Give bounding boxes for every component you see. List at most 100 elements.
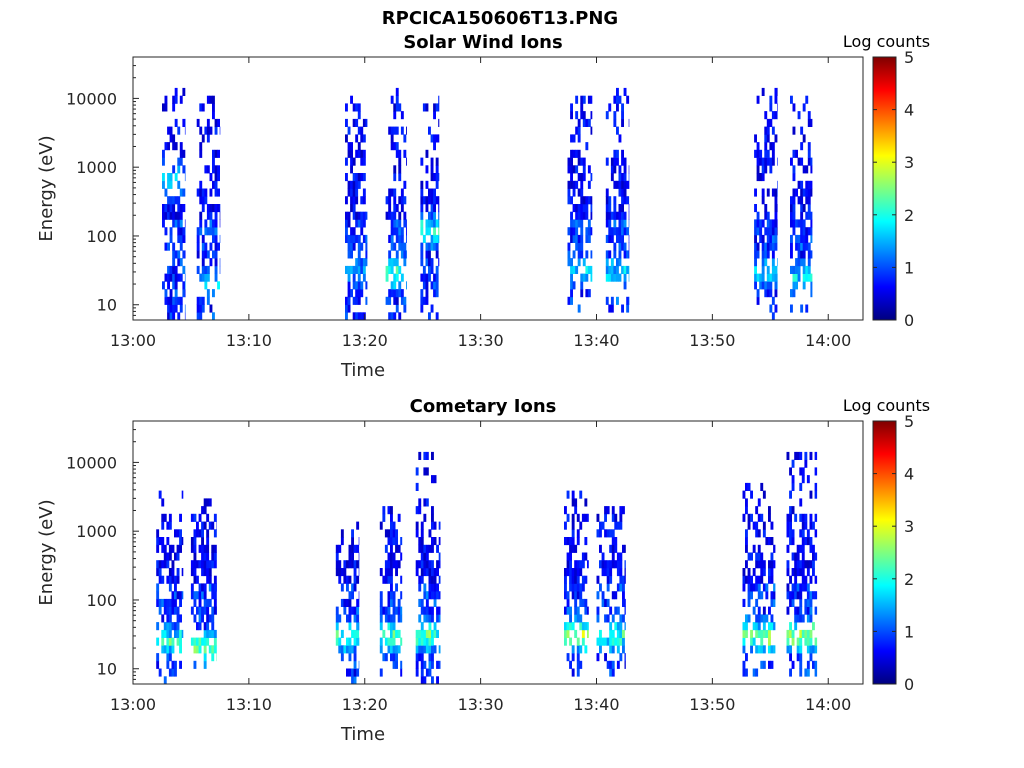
heatmap-cell: [769, 281, 773, 290]
heatmap-cell: [582, 95, 586, 104]
heatmap-cell: [606, 614, 610, 623]
heatmap-cell: [352, 118, 356, 127]
heatmap-cell: [208, 575, 212, 584]
heatmap-cell: [397, 614, 401, 623]
heatmap-cell: [774, 95, 778, 104]
heatmap-cell: [812, 521, 815, 530]
heatmap-cell: [621, 227, 624, 236]
heatmap-cell: [346, 598, 349, 607]
heatmap-cell: [604, 598, 607, 607]
heatmap-cell: [777, 111, 778, 120]
heatmap-cell: [582, 173, 586, 182]
heatmap-cell: [764, 242, 768, 251]
heatmap-cell: [609, 575, 613, 584]
heatmap-cell: [761, 157, 765, 166]
heatmap-cell: [206, 498, 210, 507]
heatmap-cell: [400, 614, 403, 623]
heatmap-cell: [209, 211, 213, 220]
heatmap-cell: [392, 591, 396, 600]
heatmap-cell: [345, 234, 348, 243]
heatmap-cell: [388, 211, 392, 220]
heatmap-cell: [581, 560, 585, 569]
heatmap-cell: [212, 312, 215, 321]
heatmap-cell: [754, 188, 757, 197]
heatmap-cell: [214, 180, 218, 189]
heatmap-cell: [181, 591, 184, 600]
heatmap-cell: [212, 219, 215, 228]
heatmap-cell: [418, 506, 422, 515]
heatmap-cell: [590, 273, 593, 282]
heatmap-cell: [608, 304, 612, 313]
heatmap-cell: [579, 645, 583, 654]
heatmap-cell: [420, 289, 424, 298]
heatmap-cell: [569, 583, 572, 592]
heatmap-cell: [754, 234, 757, 243]
heatmap-cell: [393, 173, 397, 182]
heatmap-cell: [351, 676, 354, 685]
heatmap-cell: [208, 521, 212, 530]
heatmap-cell: [605, 219, 609, 228]
heatmap-cell: [214, 173, 218, 182]
heatmap-cell: [790, 219, 793, 228]
heatmap-cell: [340, 583, 344, 592]
heatmap-cell: [596, 653, 600, 662]
heatmap-cell: [392, 521, 396, 530]
heatmap-cell: [756, 157, 760, 166]
heatmap-cell: [345, 134, 348, 143]
heatmap-cell: [750, 629, 753, 638]
heatmap-cell: [166, 598, 170, 607]
heatmap-cell: [425, 645, 429, 654]
heatmap-cell: [433, 234, 436, 243]
heatmap-cell: [384, 653, 388, 662]
heatmap-cell: [614, 622, 618, 631]
heatmap-cell: [198, 513, 202, 522]
heatmap-cell: [771, 250, 775, 259]
heatmap-cell: [566, 591, 570, 600]
heatmap-cell: [172, 281, 176, 290]
heatmap-cell: [211, 591, 215, 600]
heatmap-cell: [352, 157, 356, 166]
heatmap-cell: [351, 560, 354, 569]
heatmap-cell: [433, 598, 437, 607]
heatmap-cell: [196, 591, 199, 600]
heatmap-cell: [566, 568, 570, 577]
heatmap-cell: [213, 629, 217, 638]
heatmap-cell: [618, 227, 622, 236]
heatmap-cell: [198, 598, 202, 607]
heatmap-cell: [608, 250, 612, 259]
heatmap-cell: [752, 668, 756, 677]
heatmap-cell: [353, 614, 357, 623]
y-tick-label: 1000: [76, 522, 117, 541]
heatmap-cell: [177, 296, 181, 305]
heatmap-cell: [425, 281, 429, 290]
heatmap-cell: [395, 258, 399, 267]
heatmap-cell: [771, 219, 775, 228]
heatmap-cell: [350, 165, 353, 174]
heatmap-cell: [576, 583, 580, 592]
heatmap-cell: [762, 529, 766, 538]
heatmap-cell: [415, 560, 419, 569]
heatmap-cell: [769, 157, 773, 166]
heatmap-cell: [214, 204, 218, 213]
heatmap-cell: [211, 614, 215, 623]
heatmap-cell: [601, 521, 605, 530]
heatmap-cell: [618, 242, 622, 251]
heatmap-cell: [438, 204, 440, 213]
heatmap-cell: [796, 606, 800, 615]
heatmap-cell: [786, 451, 790, 460]
heatmap-cell: [193, 575, 197, 584]
heatmap-cell: [182, 281, 186, 290]
heatmap-cell: [208, 598, 212, 607]
heatmap-cell: [420, 629, 424, 638]
heatmap-cell: [581, 513, 585, 522]
heatmap-cell: [196, 645, 199, 654]
heatmap-cell: [742, 645, 746, 654]
heatmap-cell: [795, 188, 798, 197]
heatmap-cell: [796, 583, 800, 592]
heatmap-cell: [431, 591, 434, 600]
heatmap-cell: [800, 227, 804, 236]
heatmap-cell: [208, 560, 212, 569]
heatmap-cell: [764, 142, 768, 151]
heatmap-cell: [791, 482, 795, 491]
